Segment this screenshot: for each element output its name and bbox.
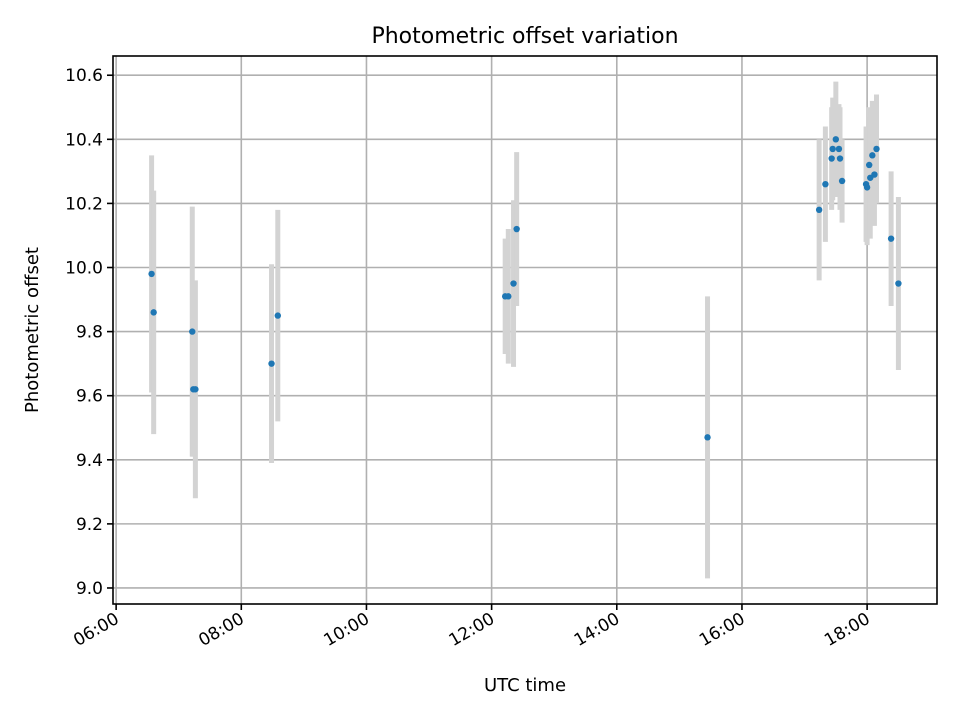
y-tick-label: 9.0 [76, 579, 103, 599]
y-tick-label: 9.6 [76, 387, 103, 407]
x-axis: 06:00 08:00 10:00 12:00 14:00 16:00 18:00 [70, 604, 874, 651]
x-tick-label: 06:00 [70, 609, 122, 651]
data-point [704, 434, 711, 441]
data-point [510, 280, 517, 287]
data-point [863, 184, 871, 191]
x-tick-label: 10:00 [321, 609, 373, 651]
data-point [836, 155, 844, 162]
chart-title: Photometric offset variation [371, 24, 678, 49]
data-point [869, 152, 876, 159]
x-axis-label: UTC time [484, 675, 566, 696]
data-point [150, 309, 157, 316]
data-point [871, 171, 878, 178]
data-points [148, 136, 902, 441]
y-axis: 9.0 9.2 9.4 9.6 9.8 10.0 10.2 10.4 10.6 [65, 66, 113, 599]
data-point [148, 270, 155, 278]
data-point [887, 235, 895, 242]
data-point [513, 225, 520, 233]
data-point [822, 180, 829, 188]
y-tick-label: 10.4 [65, 130, 103, 150]
data-point [873, 145, 880, 153]
data-point [505, 293, 512, 300]
error-bars [149, 81, 901, 579]
x-tick-label: 12:00 [446, 609, 498, 651]
data-point [192, 386, 199, 393]
data-point [829, 145, 836, 153]
y-tick-label: 9.8 [76, 323, 103, 343]
data-point [828, 155, 835, 162]
y-tick-label: 9.4 [76, 451, 103, 471]
y-tick-label: 9.2 [76, 515, 103, 535]
data-point [835, 145, 843, 153]
grid-lines [113, 56, 937, 604]
data-point [189, 328, 196, 335]
data-point [274, 312, 281, 319]
x-tick-label: 18:00 [821, 609, 873, 651]
data-point [866, 161, 873, 169]
y-tick-label: 10.2 [65, 194, 103, 214]
x-tick-label: 16:00 [696, 609, 748, 651]
y-axis-label: Photometric offset [22, 247, 43, 413]
plot-frame [112, 55, 938, 605]
data-point [815, 206, 823, 214]
data-point [268, 360, 275, 367]
data-point [838, 177, 846, 185]
data-point [895, 280, 902, 287]
data-point [832, 136, 840, 143]
x-tick-label: 08:00 [195, 609, 247, 651]
y-tick-label: 10.0 [65, 259, 103, 279]
y-tick-label: 10.6 [65, 66, 103, 86]
x-tick-label: 14:00 [571, 609, 623, 651]
